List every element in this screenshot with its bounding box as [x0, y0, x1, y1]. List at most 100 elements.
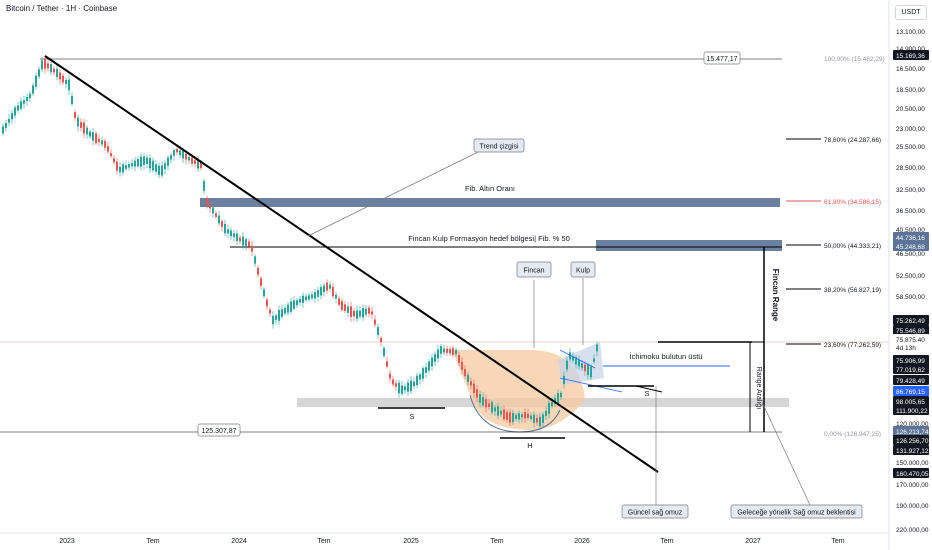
candle [539, 416, 541, 427]
s-right-label: S [644, 389, 649, 398]
candle [188, 156, 190, 161]
candle [596, 344, 598, 352]
cup-label-box [516, 261, 552, 278]
price-tag [893, 342, 929, 352]
candle [512, 413, 514, 423]
time-tick-label: 2024 [231, 538, 247, 545]
candle [242, 236, 244, 246]
candle [2, 126, 4, 134]
candle [521, 414, 523, 418]
bottom-price-box: 125.307,87 [201, 428, 236, 435]
candle [182, 150, 184, 159]
price-tag [893, 405, 929, 415]
candle [23, 100, 25, 104]
candle [236, 233, 238, 241]
price-tag [893, 426, 929, 436]
candle [149, 158, 151, 169]
candle [575, 357, 577, 365]
price-tick-label: 58.500,00 [896, 294, 925, 301]
candle [437, 349, 439, 359]
candle [29, 93, 31, 99]
price-tick-label: 120.000,00 [896, 421, 929, 428]
candle [455, 349, 457, 355]
candle [209, 203, 211, 209]
candle [536, 417, 538, 423]
price-tick-label: 16.500,00 [896, 66, 925, 73]
price-tick-label: 28.500,00 [896, 165, 925, 172]
candle [38, 69, 40, 77]
price-tag-label: 44.736,16 [896, 235, 925, 242]
candle [104, 140, 106, 148]
candle [224, 223, 226, 234]
candle [422, 368, 424, 379]
fib-level-label: 0,00% (126.947,25) [824, 431, 881, 438]
candle [473, 383, 475, 393]
candle [551, 401, 553, 407]
price-tag [893, 375, 929, 385]
candle [440, 346, 442, 354]
price-tag-label: 126.256,70 [896, 438, 929, 445]
candle [338, 298, 340, 305]
candle [392, 379, 394, 385]
candle [407, 382, 409, 392]
candle [191, 157, 193, 164]
candle [263, 289, 265, 297]
candle [125, 165, 127, 169]
candle [593, 358, 595, 362]
fib-level-label: 50,00% (44.333,21) [824, 243, 881, 250]
candle [542, 414, 544, 423]
candle [395, 383, 397, 387]
future-callout-line [761, 401, 811, 506]
candle [194, 160, 196, 164]
candle [71, 95, 73, 105]
candle [206, 198, 208, 205]
candle [173, 150, 175, 156]
currency-label[interactable]: USDT [895, 5, 927, 20]
candle [449, 349, 451, 354]
trend-callout-line [307, 151, 479, 237]
candle [5, 122, 7, 128]
candle [167, 157, 169, 166]
time-tick-label: 2023 [59, 538, 75, 545]
price-tick-label: 36.500,00 [896, 208, 925, 215]
candle [110, 153, 112, 157]
time-tick-label: 2026 [574, 538, 590, 545]
price-tick-label: 190.000,00 [896, 503, 929, 510]
candle [335, 294, 337, 299]
handle-line-top [559, 349, 596, 369]
candle [11, 113, 13, 120]
price-tick-label: 23.000,00 [896, 126, 925, 133]
candle [371, 311, 373, 315]
candle [131, 163, 133, 167]
candle [419, 374, 421, 380]
price-tick-label: 25.500,00 [896, 144, 925, 151]
candles [2, 55, 598, 431]
candle [74, 112, 76, 118]
price-tick-label: 32.500,00 [896, 187, 925, 194]
candle [509, 412, 511, 423]
candle [113, 158, 115, 163]
candle [389, 373, 391, 379]
candle [98, 138, 100, 142]
fib-level-label: 100,00% (15.482,29) [824, 56, 885, 63]
candle [584, 364, 586, 371]
labels: 15.477,17 125.307,87 Trend çizgisi Fincan Ku… [197, 51, 863, 519]
candle [362, 307, 364, 318]
candle [305, 296, 307, 301]
fib-level-label: 38,20% (56.827,19) [824, 287, 881, 294]
candle [467, 374, 469, 382]
candle [425, 367, 427, 373]
candle [341, 301, 343, 311]
cup-shape [452, 350, 585, 430]
candle [461, 361, 463, 370]
candle [356, 310, 358, 319]
candle [434, 354, 436, 362]
candle [212, 207, 214, 214]
trend-label-box [473, 138, 525, 153]
candle [89, 131, 91, 137]
price-tag [893, 325, 929, 335]
candle [179, 150, 181, 156]
time-axis: 2023 Tem 2024 Tem 2025 Tem 2026 Tem 2027 Tem [0, 532, 889, 545]
candle [26, 97, 28, 101]
